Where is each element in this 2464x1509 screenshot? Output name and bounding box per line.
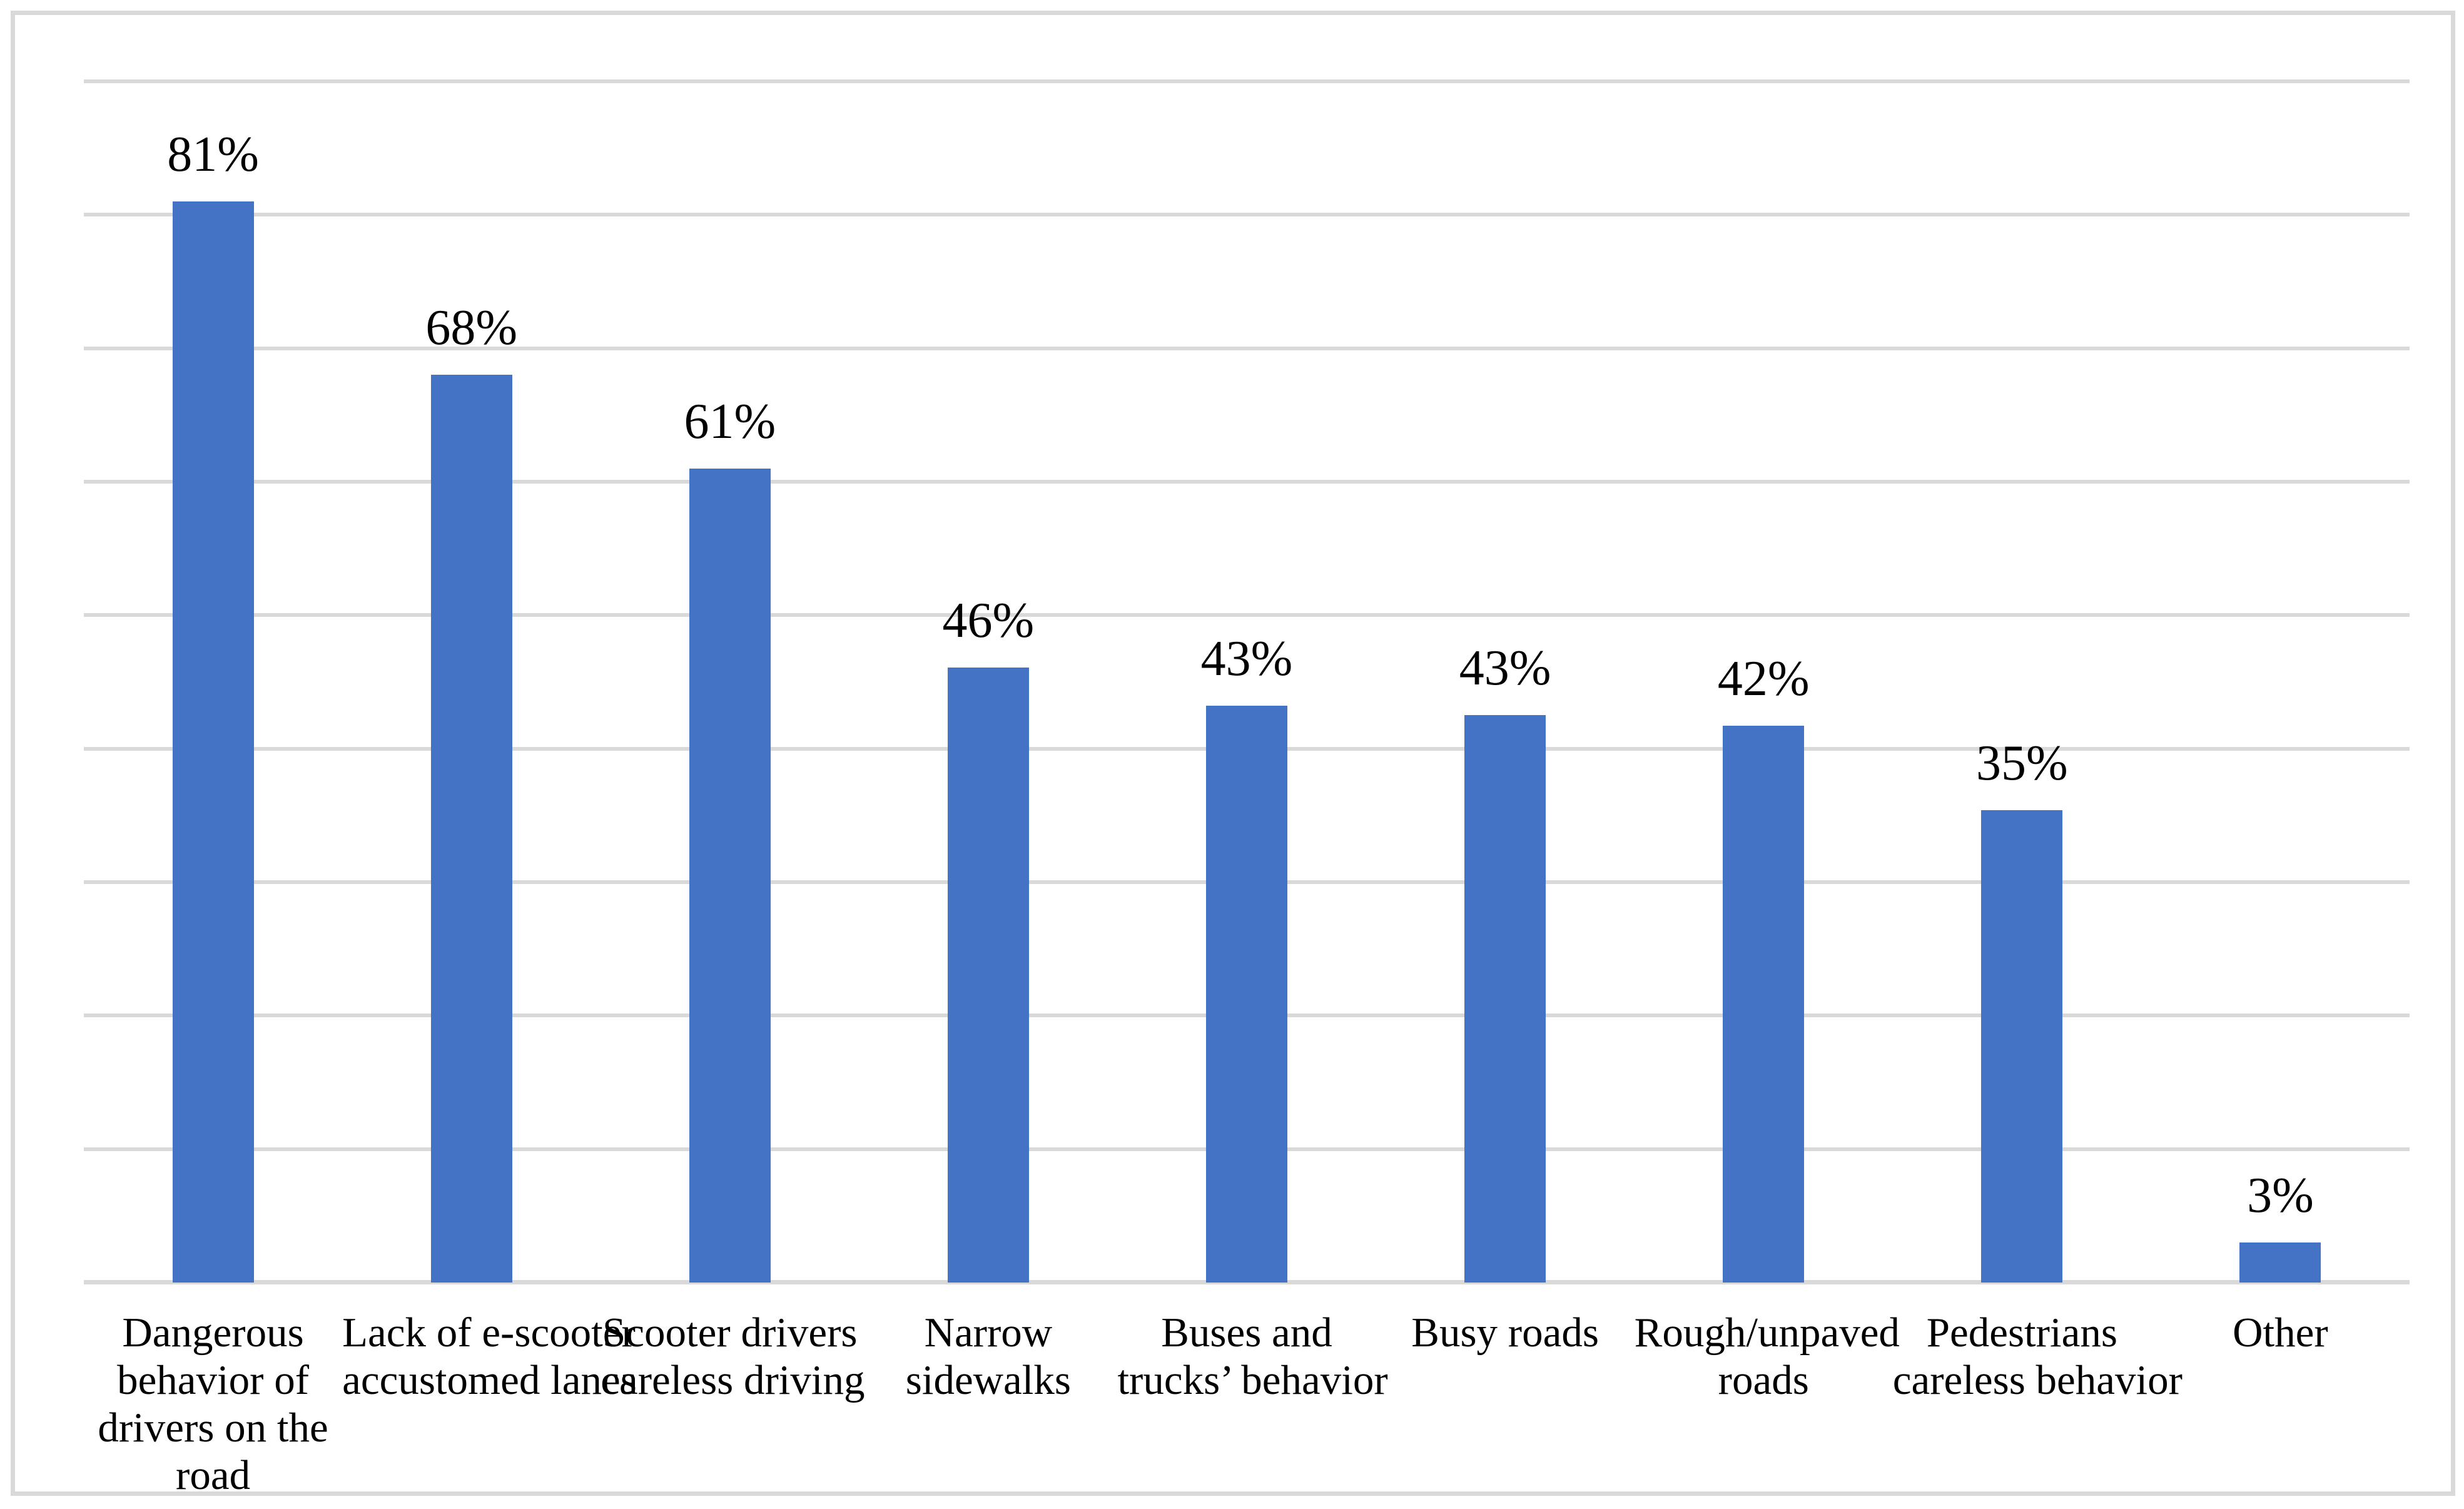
x-axis-label-line: Pedestrians xyxy=(1926,1309,2117,1356)
bar-value-label: 61% xyxy=(684,394,776,449)
x-axis-label-line: drivers on the xyxy=(98,1405,328,1451)
x-axis-label-line: Rough/unpaved xyxy=(1634,1309,1900,1356)
gridline xyxy=(84,79,2410,83)
x-axis-label-line: Busy roads xyxy=(1411,1309,1599,1356)
x-axis-category-label: Lack of e-scooter accustomed lanes xyxy=(342,1309,637,1404)
bar-value-label: 46% xyxy=(942,592,1035,648)
bar-value-label: 43% xyxy=(1200,631,1293,687)
chart-frame: 81% 68% 61% 46% 43% 43% 42% 35% 3% Dange… xyxy=(11,11,2455,1498)
gridline xyxy=(84,480,2410,484)
bar-slot: 46% xyxy=(859,81,1117,1283)
x-axis-label-line: Scooter drivers xyxy=(602,1309,858,1356)
x-axis-category-label: Rough/unpaved roads xyxy=(1634,1309,1900,1404)
x-axis-category-label: Dangerous behavior of drivers on the road xyxy=(84,1309,342,1499)
bar-3 xyxy=(689,468,771,1283)
x-axis-category-label: Narrow sidewalks xyxy=(859,1309,1117,1404)
bar-9 xyxy=(2239,1242,2321,1283)
x-axis-label-line: trucks’ behavior xyxy=(1117,1357,1388,1403)
x-axis-labels: Dangerous behavior of drivers on the road La… xyxy=(84,1309,2410,1509)
bar-value-label: 81% xyxy=(167,127,259,182)
x-axis-label-line: roads xyxy=(1718,1357,1809,1403)
gridline xyxy=(84,213,2410,217)
bar-value-label: 35% xyxy=(1975,735,2068,791)
bar-4 xyxy=(947,667,1029,1283)
x-axis-label-line: Buses and xyxy=(1161,1309,1332,1356)
bar-2 xyxy=(430,375,512,1283)
plot-area: 81% 68% 61% 46% 43% 43% 42% 35% 3% xyxy=(84,79,2410,1284)
x-axis-label-line: accustomed lanes xyxy=(342,1357,637,1403)
bar-slot: 43% xyxy=(1376,81,1635,1283)
bar-value-label: 42% xyxy=(1717,651,1810,707)
bar-slot: 42% xyxy=(1635,81,1893,1283)
x-axis-category-label: Pedestrians careless behavior xyxy=(1892,1309,2183,1404)
gridline xyxy=(84,346,2410,350)
x-axis-label-line: Narrow xyxy=(924,1309,1053,1356)
x-axis-label-line: behavior of xyxy=(117,1357,310,1403)
bar-slot: 81% xyxy=(84,81,342,1283)
x-axis-label-line: Dangerous xyxy=(122,1309,304,1356)
x-axis-label-line: Lack of e-scooter xyxy=(342,1309,636,1356)
bar-slot: 61% xyxy=(601,81,859,1283)
bar-value-label: 43% xyxy=(1459,641,1551,696)
bar-6 xyxy=(1464,715,1546,1283)
bar-slot: 68% xyxy=(342,81,601,1283)
x-axis-category-label: Busy roads xyxy=(1376,1309,1635,1356)
bar-slot: 3% xyxy=(2151,81,2410,1283)
x-axis-category-label: Scooter drivers careless driving xyxy=(601,1309,865,1404)
x-axis-label-line: careless behavior xyxy=(1892,1357,2183,1403)
gridline xyxy=(84,613,2410,617)
bar-slot: 35% xyxy=(1893,81,2151,1283)
bar-8 xyxy=(1981,810,2063,1283)
x-axis-label-line: road xyxy=(176,1452,251,1498)
x-axis-label-line: careless driving xyxy=(601,1357,865,1403)
x-axis-category-label: Other xyxy=(2151,1309,2410,1356)
x-axis-label-line: Other xyxy=(2233,1309,2328,1356)
bar-value-label: 68% xyxy=(425,300,517,356)
bar-value-label: 3% xyxy=(2247,1168,2314,1223)
bar-1 xyxy=(172,201,254,1283)
bar-slot: 43% xyxy=(1117,81,1376,1283)
bar-7 xyxy=(1723,726,1805,1283)
bar-5 xyxy=(1205,706,1287,1283)
x-axis-label-line: sidewalks xyxy=(905,1357,1071,1403)
x-axis-category-label: Buses and trucks’ behavior xyxy=(1117,1309,1388,1404)
